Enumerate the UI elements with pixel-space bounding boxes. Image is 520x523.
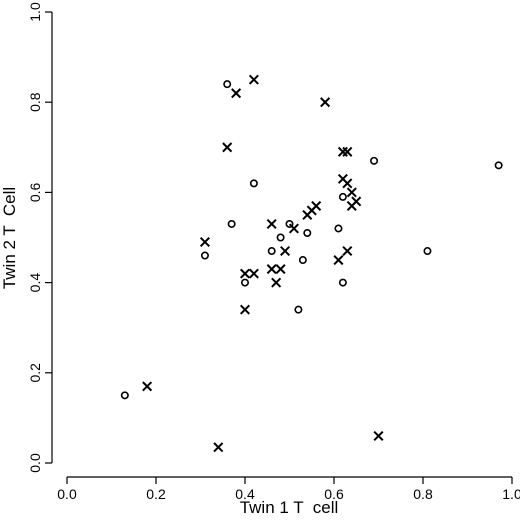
point-cross (373, 430, 384, 441)
point-cross (239, 268, 251, 279)
point-cross (199, 236, 210, 248)
point-cross (275, 264, 286, 275)
point-circle (241, 278, 250, 287)
point-cross (222, 142, 233, 153)
point-cross (271, 277, 282, 288)
point-cross (248, 268, 259, 279)
y-tick-label: 0.8 (27, 92, 43, 112)
point-cross (346, 187, 357, 198)
point-cross (213, 442, 224, 453)
point-circle (200, 251, 209, 260)
point-cross (342, 246, 353, 257)
point-cross (342, 146, 353, 157)
x-tick-label: 1.0 (502, 486, 520, 502)
point-cross (311, 200, 322, 211)
x-tick-label: 0.4 (235, 486, 255, 502)
x-tick-label: 0.0 (57, 486, 77, 502)
point-cross (142, 381, 153, 392)
point-circle (423, 247, 432, 256)
point-cross (342, 178, 353, 189)
point-circle (227, 219, 236, 228)
point-circle (223, 80, 232, 89)
point-cross (248, 74, 259, 85)
point-circle (370, 156, 379, 165)
point-circle (294, 305, 303, 314)
point-cross (351, 196, 362, 207)
data-points (120, 74, 503, 453)
point-cross (266, 218, 277, 229)
x-tick-label: 0.2 (146, 486, 166, 502)
x-tick-label: 0.6 (324, 486, 344, 502)
point-circle (303, 228, 312, 237)
x-tick-label: 0.8 (413, 486, 433, 502)
y-tick-label: 0.4 (27, 273, 43, 293)
point-circle (120, 391, 129, 400)
tick-labels: 0.0 0.2 0.4 0.6 0.8 1.0 0.0 0.2 0.4 0.6 0.8 1.0 (27, 2, 520, 502)
x-axis-title: Twin 1 T cell (240, 498, 339, 517)
point-circle (285, 219, 294, 228)
point-cross (333, 255, 344, 266)
point-cross (320, 97, 331, 108)
point-circle (494, 161, 503, 170)
point-cross (231, 88, 242, 99)
point-circle (338, 192, 347, 201)
point-circle (276, 233, 285, 242)
y-tick-label: 0.0 (27, 453, 43, 473)
ticks (45, 11, 513, 484)
point-circle (298, 256, 307, 265)
y-tick-label: 0.2 (27, 363, 43, 383)
point-circle (267, 247, 276, 256)
point-cross (280, 246, 291, 257)
y-axis-title: Twin 2 T Cell (0, 187, 19, 289)
axes (51, 12, 512, 478)
point-circle (249, 179, 258, 188)
point-circle (338, 278, 347, 287)
point-cross (266, 264, 277, 275)
y-tick-label: 1.0 (27, 2, 43, 22)
point-cross (239, 304, 251, 315)
point-circle (334, 224, 343, 233)
y-tick-label: 0.6 (27, 182, 43, 202)
